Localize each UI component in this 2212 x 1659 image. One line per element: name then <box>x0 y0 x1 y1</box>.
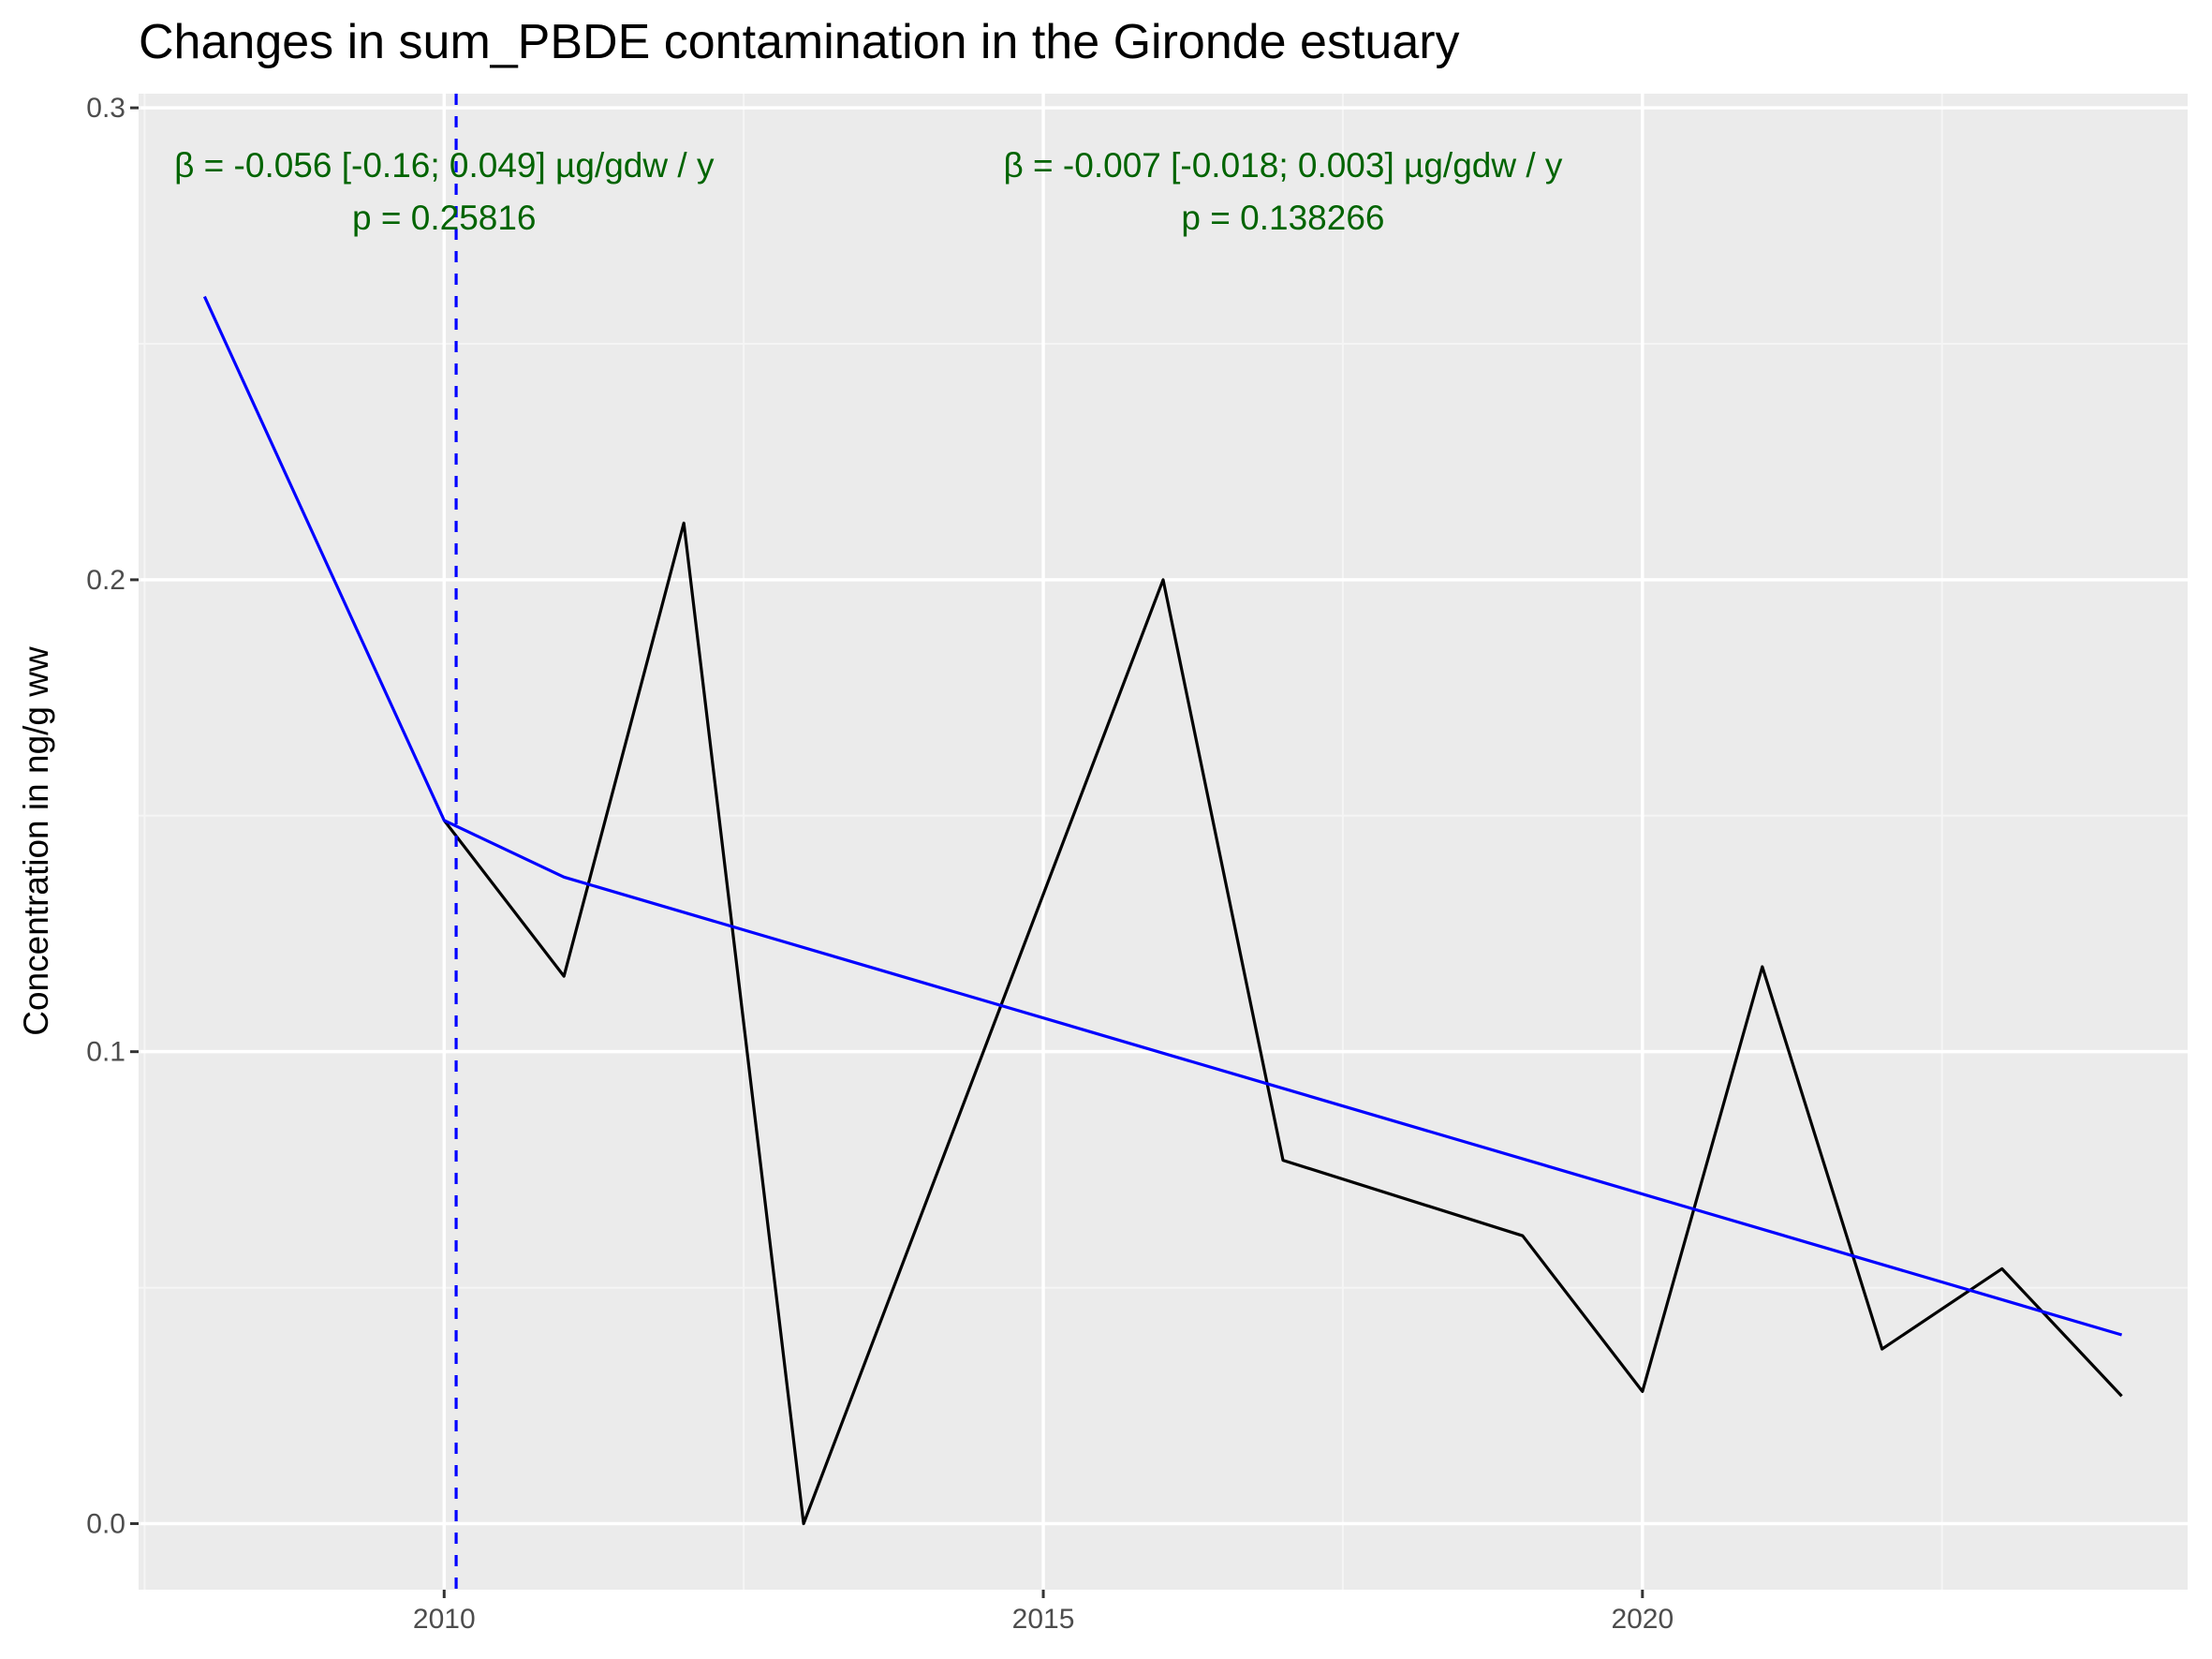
observed-line <box>443 521 2123 1526</box>
x-tick-label: 2015 <box>1012 1604 1075 1635</box>
y-tick-label: 0.1 <box>86 1037 125 1068</box>
y-tick-label: 0.0 <box>86 1508 125 1539</box>
x-tick-label: 2020 <box>1611 1604 1674 1635</box>
y-tick-label: 0.3 <box>86 93 125 124</box>
chart-title: Changes in sum_PBDE contamination in the… <box>139 15 1460 69</box>
annotation-p-value: p = 0.25816 <box>352 199 537 237</box>
annotation-slope: β = -0.007 [-0.018; 0.003] µg/gdw / y <box>1003 146 1562 185</box>
annotation-p-value: p = 0.138266 <box>1181 199 1384 237</box>
y-tick-label: 0.2 <box>86 565 125 596</box>
y-axis-label: Concentration in ng/g ww <box>17 646 55 1036</box>
trend-line <box>202 295 2123 1337</box>
plot-marks <box>202 94 2123 1590</box>
annotation-slope: β = -0.056 [-0.16; 0.049] µg/gdw / y <box>174 146 715 185</box>
annotations: β = -0.056 [-0.16; 0.049] µg/gdw / y p = … <box>174 146 1563 237</box>
axis-ticks: 2010 2015 2020 0.0 0.1 0.2 0.3 <box>86 93 1674 1635</box>
minor-gridlines <box>139 94 2188 1590</box>
plot-panel <box>139 94 2188 1590</box>
x-tick-label: 2010 <box>413 1604 476 1635</box>
